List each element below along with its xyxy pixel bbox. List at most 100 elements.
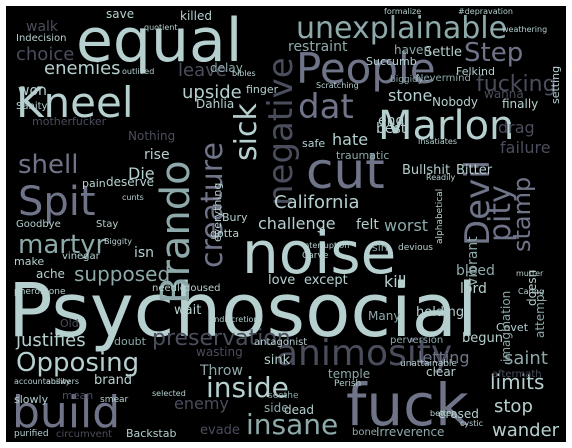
word: walk [26,19,59,35]
word: motherfucker [32,115,107,128]
word: smear [100,395,129,405]
word: felt [356,217,379,233]
word: interruption [302,241,350,250]
word: unattainable [400,359,457,369]
word: needle [152,283,186,294]
word: pain [82,177,106,190]
word: accountability [14,377,71,386]
word: supposed [74,262,171,286]
word: brand [94,373,133,388]
word: Sanity [16,101,48,112]
word: dead [284,403,314,417]
word: side [264,401,289,415]
word: unexplainable [296,11,508,46]
word: better [430,409,455,418]
word: seethe [268,391,299,401]
word: Settle [424,45,463,60]
word: setting [549,65,562,104]
word: finger [246,83,279,96]
word: haven [394,43,432,57]
word: kill [384,272,407,291]
word: leave [178,60,227,81]
word: bibles [232,69,256,78]
word: limits [490,370,545,394]
word: Spit [18,179,96,225]
word: insane [246,408,339,441]
word: bleed [456,263,495,279]
word: Indecision [16,33,67,44]
word: Die [128,164,155,183]
word: Bullshit [402,163,451,178]
word: martyr [18,230,107,260]
word: formalize [384,7,422,16]
word: letting [418,348,470,367]
word: gotta [210,227,240,240]
word: restraint [288,39,348,55]
word: selected [152,389,186,398]
word: cystic [460,419,484,428]
word: stop [494,396,533,417]
word: Step [464,38,524,68]
word: alphabetical [435,188,445,244]
word: noise [242,219,397,287]
word: failure [500,138,551,157]
word: fucking [476,72,557,97]
word: outlived [122,67,155,76]
word: attempt [533,289,547,338]
word: temple [328,367,371,381]
word: imagination [499,290,513,362]
word: Throw [200,363,243,379]
word: Succumb [366,55,417,68]
word: aftermath [492,369,542,380]
word: negative [261,57,301,206]
word: wait [174,303,202,318]
word: choice [16,44,75,65]
word: Nothing [128,129,176,143]
word: sink [264,353,291,368]
word: save [106,7,135,21]
word: antagonist [254,337,308,348]
word: saint [504,348,548,369]
word: weathering [502,25,548,34]
word: wasting [196,345,243,359]
word: Insatiates [418,137,457,146]
word: sin [372,241,388,254]
word: devious [398,243,433,253]
word: love [268,273,296,288]
word: Goodbye [16,219,61,230]
word: enemies [44,58,121,79]
word: shell [18,150,79,180]
word: Dahlia [196,97,235,111]
word: everything [211,182,224,242]
word: People [296,44,436,93]
word: wanna [484,87,524,101]
word: Carve [302,251,329,261]
word: Caring [518,287,545,296]
word: quotient [144,23,178,32]
word: biggidy [390,75,424,85]
word: finally [502,97,539,111]
word: cut [306,142,385,200]
word: justifies [16,330,86,351]
word: pheromone [14,287,66,297]
word: doused [184,283,221,294]
word: enemy [174,394,229,413]
word: safe [302,137,326,150]
word: upside [182,82,242,103]
word: wander [492,420,560,441]
word: Marlon [378,103,515,149]
word: make [14,255,45,268]
word: traumatic [336,149,390,162]
word: answers [46,377,80,386]
word: Perish [334,379,362,389]
word: erased [438,407,479,421]
word: preservation [152,326,291,351]
word: Bitter [456,163,493,178]
word: deserve [106,175,155,189]
word: indiscretions [212,315,263,324]
word: lord [460,281,487,297]
word: begun [462,331,503,346]
word: except [304,273,348,288]
word: Biggity [104,237,132,246]
word: dat [298,87,354,127]
